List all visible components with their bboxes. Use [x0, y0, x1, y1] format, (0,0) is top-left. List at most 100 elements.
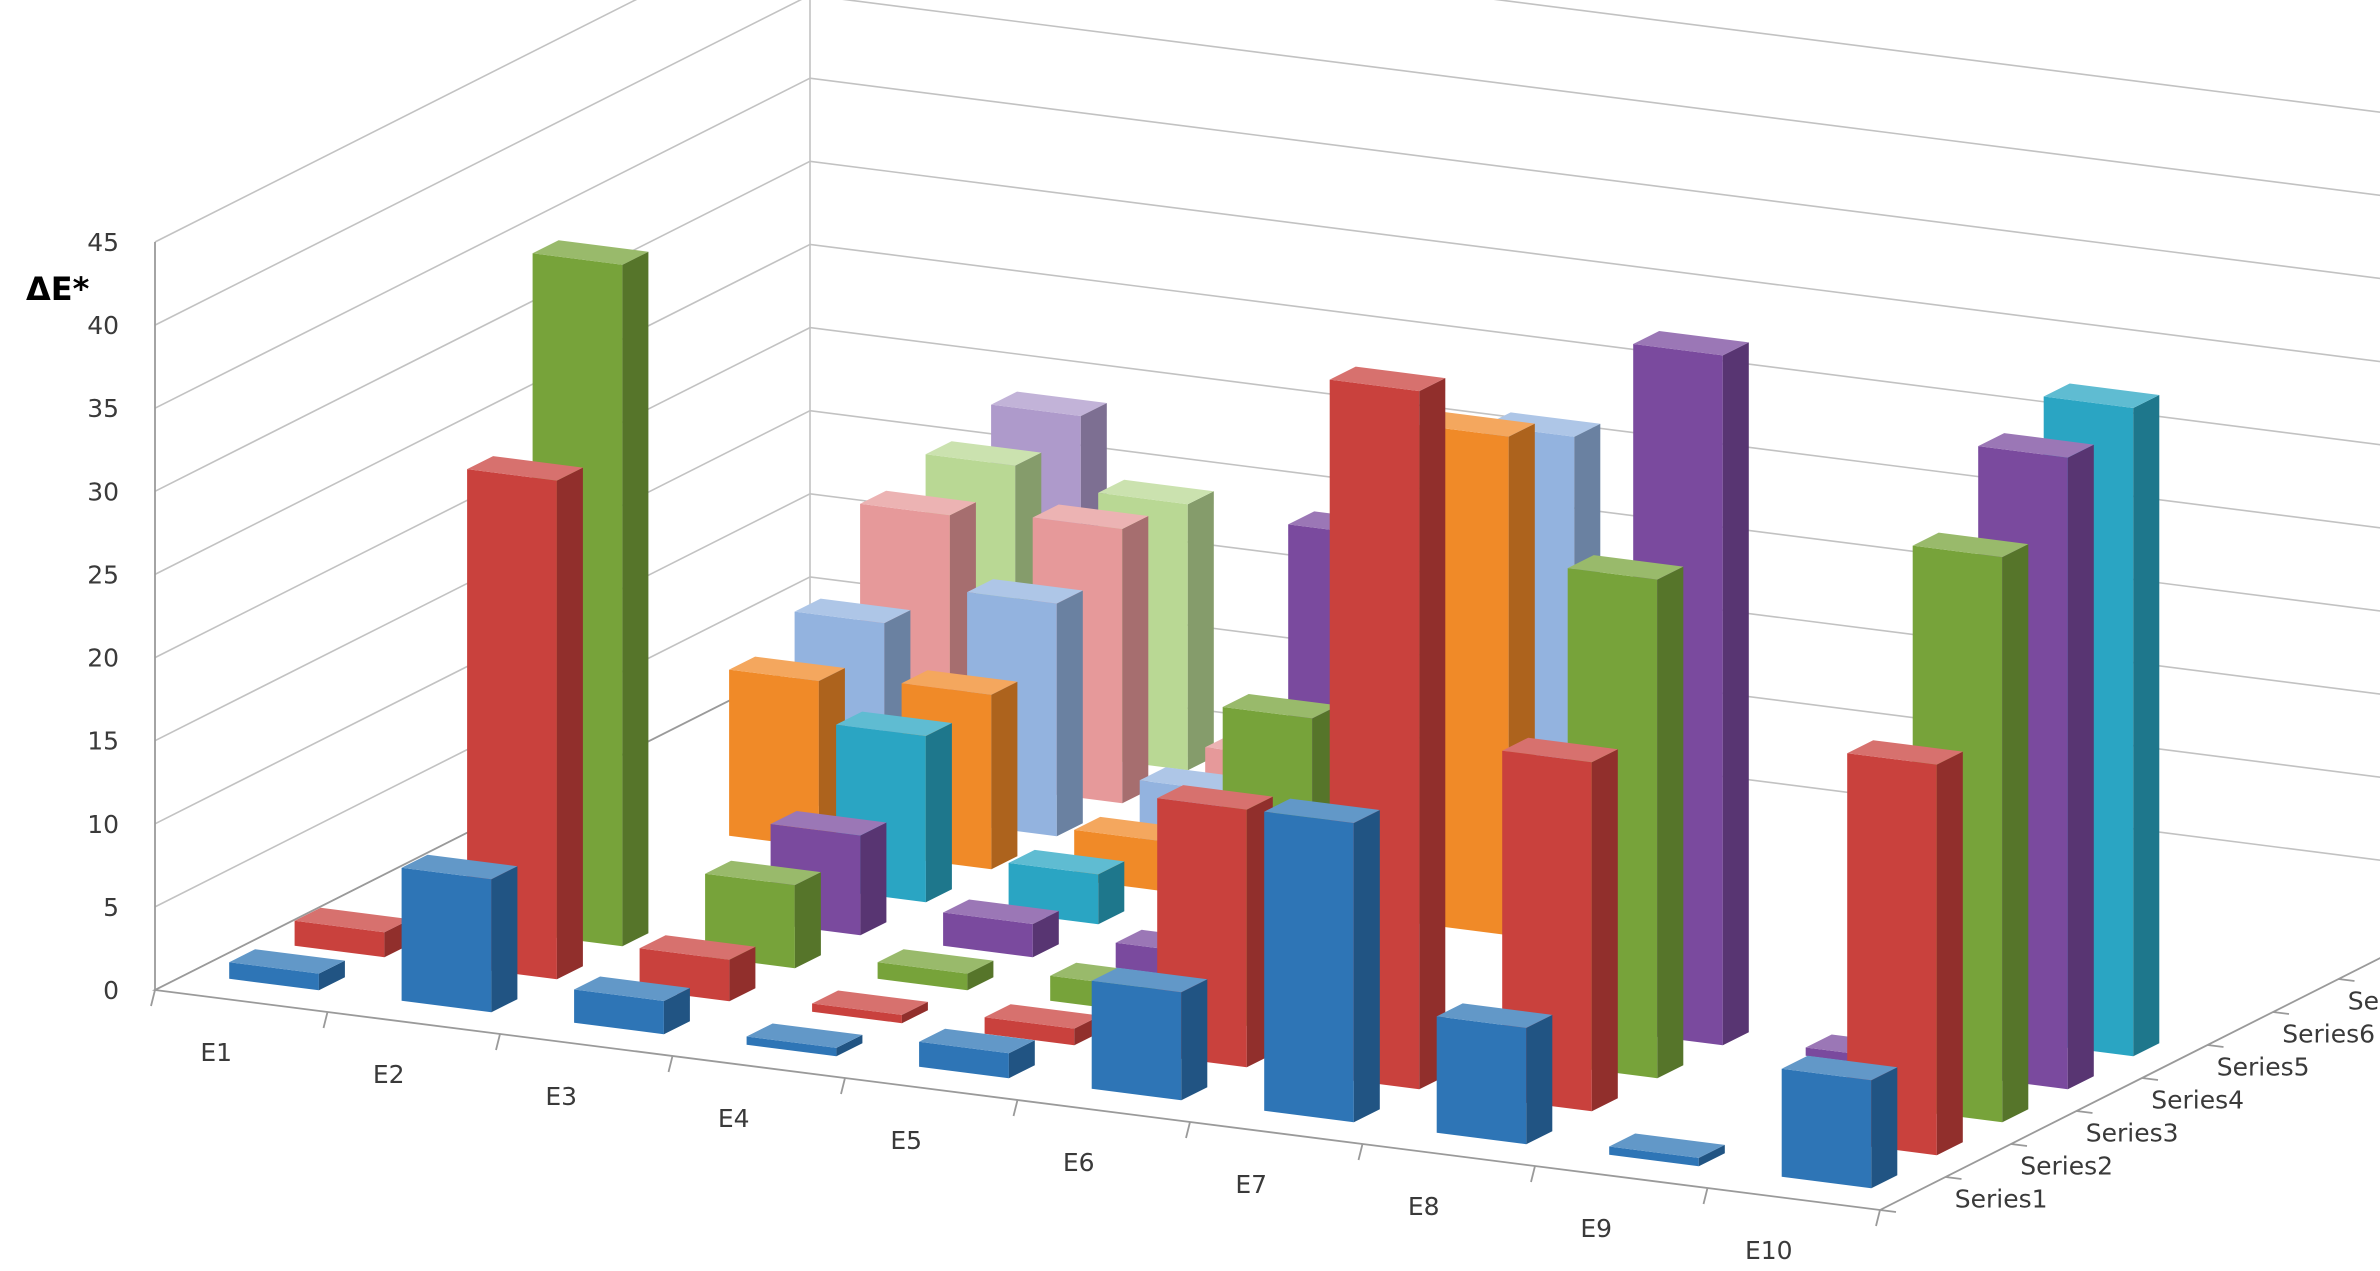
bar-front-face	[919, 1041, 1009, 1079]
bar-side-face	[622, 251, 649, 947]
bar-top-face	[1032, 504, 1149, 529]
bar-front-face	[877, 962, 968, 991]
y-tick-label: 40	[87, 311, 119, 340]
bar-side-face	[1353, 810, 1380, 1123]
bar-side-face	[925, 723, 952, 903]
bar-side-face	[1698, 1144, 1725, 1167]
bar-side-face	[2133, 395, 2160, 1057]
bar-front-face	[467, 469, 557, 980]
bar-top-face	[991, 391, 1107, 416]
bar-side-face	[991, 681, 1018, 870]
series-tick	[2207, 1044, 2224, 1048]
chart-labels: 0 5 10 15 20 25 30 35 40 45 ΔE* E1 E2 E3 E4 E5 E6 E7 E8 E9 E…	[26, 228, 2380, 1265]
bar-top-face	[1567, 555, 1684, 580]
series-axis-label: Series5	[2217, 1053, 2310, 1082]
bar-side-face	[836, 1034, 863, 1057]
bar-front-face	[746, 1036, 837, 1057]
bar-top-face	[1329, 366, 1446, 392]
bar-series3-e4	[877, 949, 994, 991]
category-label: E3	[545, 1082, 577, 1111]
bar-top-face	[401, 854, 518, 880]
bar-top-face	[860, 490, 976, 516]
series-axis-label: Series6	[2282, 1020, 2375, 1049]
bar-front-face	[1847, 753, 1937, 1156]
series-tick	[2141, 1077, 2159, 1081]
bar-series1-e4	[746, 1023, 863, 1057]
bar-series1-e7	[1264, 798, 1380, 1123]
bar-top-face	[294, 907, 411, 933]
bar-top-face	[2043, 383, 2160, 408]
bar-side-face	[2067, 444, 2094, 1090]
bar-top-face	[794, 598, 911, 624]
series-tick	[1945, 1176, 1962, 1180]
series-axis-label: Series2	[2020, 1152, 2113, 1181]
category-tick	[1012, 1099, 1019, 1117]
bar-side-face	[1187, 491, 1214, 771]
bar-top-face	[1609, 1133, 1725, 1158]
bar-top-face	[1502, 737, 1618, 763]
bar-top-face	[229, 949, 345, 974]
bar-series4-e4	[943, 899, 1059, 958]
bar-series2-e4	[812, 990, 928, 1024]
bar-top-face	[1008, 849, 1125, 875]
bar-side-face	[1657, 566, 1684, 1079]
y-tick-label: 0	[103, 976, 119, 1005]
category-label: E6	[1063, 1148, 1095, 1177]
bar-side-face	[1871, 1067, 1898, 1189]
bar-series1-e3	[574, 976, 690, 1035]
category-label: E9	[1580, 1214, 1612, 1243]
bar-top-face	[1847, 740, 1963, 765]
bar-side-face	[1936, 751, 1963, 1156]
bar-top-face	[729, 656, 845, 681]
series-tick	[2338, 978, 2355, 982]
y-tick-label: 25	[87, 560, 119, 589]
bar-front-face	[1091, 980, 1182, 1101]
gridline-40	[154, 0, 2380, 326]
bar-top-face	[746, 1023, 863, 1048]
bar-side-face	[1181, 979, 1208, 1101]
series-axis-label: Series3	[2086, 1119, 2179, 1148]
bar-side-face	[860, 822, 887, 936]
bar-front-face	[1436, 1016, 1527, 1145]
category-label: E2	[373, 1060, 405, 1089]
bar-top-face	[467, 456, 583, 481]
y-tick-label: 30	[87, 477, 119, 506]
category-tick	[1357, 1143, 1364, 1161]
series-tick	[1879, 1209, 1897, 1213]
bar-top-face	[1484, 412, 1601, 437]
series-axis-label: Series4	[2151, 1086, 2244, 1115]
bar-side-face	[967, 960, 994, 991]
bar-top-face	[919, 1028, 1035, 1054]
bar-front-face	[1264, 811, 1354, 1123]
bar-series1-e10	[1781, 1055, 1898, 1189]
category-tick	[322, 1011, 329, 1029]
gridline-45	[154, 0, 2380, 243]
bar-top-face	[1912, 532, 2029, 558]
y-axis-title: ΔE*	[26, 270, 90, 308]
bar-side-face	[2002, 544, 2029, 1123]
y-tick-label: 35	[87, 394, 119, 423]
bar-top-face	[1222, 694, 1339, 719]
series-tick	[2010, 1143, 2028, 1147]
bar-top-face	[1633, 331, 1749, 356]
bar-front-face	[812, 1003, 902, 1024]
series-axis-label: Series7	[2348, 987, 2380, 1016]
bar-top-face	[574, 976, 690, 1001]
bar-series2-e10	[1847, 740, 1963, 1156]
bar-top-face	[1264, 798, 1380, 823]
bar-side-face	[1056, 590, 1083, 837]
bar-top-face	[1978, 433, 2094, 458]
bar-side-face	[1722, 342, 1749, 1046]
bar-side-face	[1122, 516, 1149, 804]
bar-series2-e2	[467, 456, 583, 980]
category-tick	[495, 1033, 501, 1051]
category-tick	[667, 1055, 674, 1073]
bar-side-face	[663, 988, 690, 1035]
series-tick	[2076, 1110, 2093, 1114]
bar-front-face	[401, 867, 492, 1013]
bar-series2-e1	[294, 907, 411, 958]
bar-front-face	[729, 669, 819, 848]
bar-side-face	[729, 946, 756, 1002]
bar-top-face	[984, 1004, 1101, 1029]
